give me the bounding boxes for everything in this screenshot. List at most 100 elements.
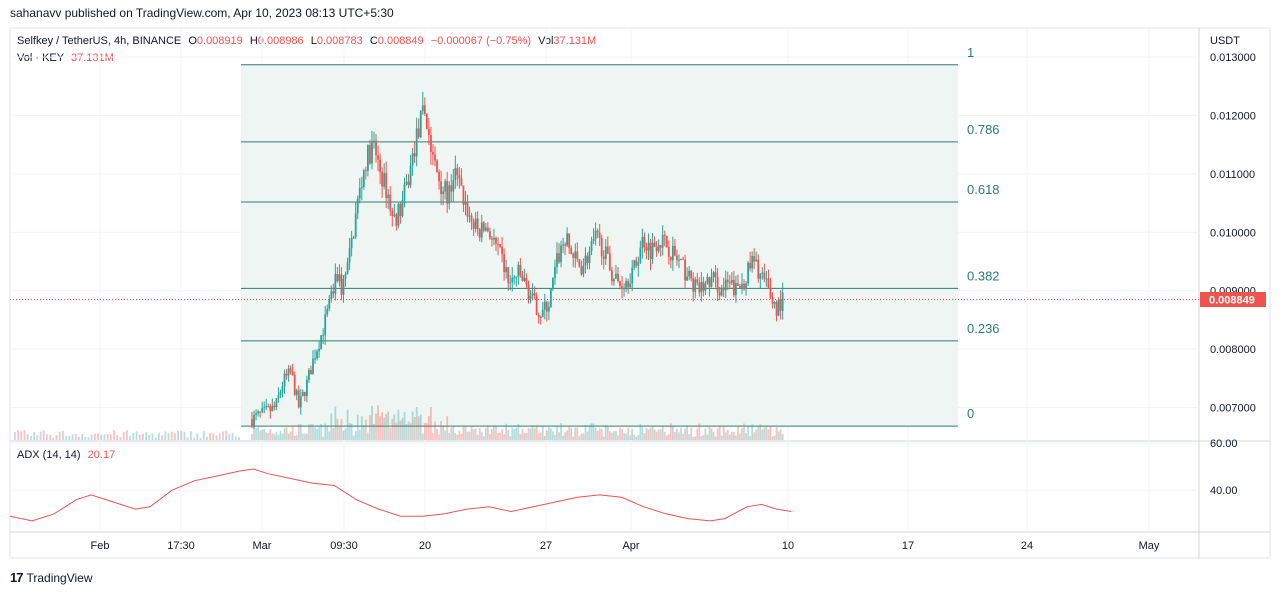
volume-bar xyxy=(100,434,103,440)
candle-body xyxy=(627,281,630,288)
candle-body xyxy=(438,171,440,182)
volume-bar xyxy=(486,425,489,440)
volume-bar xyxy=(183,431,186,440)
volume-bar xyxy=(606,426,609,440)
candle-body xyxy=(682,258,684,260)
volume-bar xyxy=(90,434,93,440)
volume-bar xyxy=(531,425,534,440)
candle-body xyxy=(344,273,347,279)
candle-body xyxy=(397,203,400,226)
volume-bar xyxy=(434,421,436,440)
candle-body xyxy=(716,277,719,293)
volume-bar xyxy=(421,433,424,440)
candle-body xyxy=(385,173,388,199)
adx-legend[interactable]: ADX (14, 14) 20.17 xyxy=(17,449,115,461)
candle-body xyxy=(407,181,410,186)
volume-bar xyxy=(735,435,737,440)
candle-body xyxy=(590,241,593,252)
volume-bar xyxy=(170,431,173,440)
volume-indicator-name[interactable]: Vol · KEY xyxy=(17,52,64,64)
volume-bar xyxy=(649,427,652,440)
candle-body xyxy=(261,408,264,413)
volume-bar xyxy=(71,434,74,440)
candle-body xyxy=(509,282,512,284)
volume-bar xyxy=(667,434,670,440)
adx-axis[interactable]: 60.00 40.00 xyxy=(10,438,1238,497)
candle-body xyxy=(360,187,363,189)
volume-bar xyxy=(773,435,776,440)
volume-bar xyxy=(480,432,483,440)
candle-body xyxy=(686,276,689,281)
candle-body xyxy=(594,230,597,239)
volume-bar xyxy=(462,425,465,440)
candle-body xyxy=(610,270,613,282)
candle-body xyxy=(316,351,318,359)
candle-body xyxy=(326,308,329,315)
candle-body xyxy=(513,277,516,279)
candle-body xyxy=(480,222,483,238)
volume-bar xyxy=(669,423,672,440)
volume-bar xyxy=(641,427,644,440)
time-axis[interactable]: Feb 17:30 Mar 09:30 20 27 Apr 10 17 24 May xyxy=(91,540,1160,552)
price-axis[interactable]: 0.0130000.0120000.0110000.0100000.009000… xyxy=(1210,52,1256,414)
candle-body xyxy=(373,140,375,142)
candle-body xyxy=(732,279,735,296)
volume-bar xyxy=(497,432,499,440)
volume-bar xyxy=(33,432,35,440)
volume-bar xyxy=(401,418,404,440)
volume-bar xyxy=(674,431,676,440)
candle-body xyxy=(710,277,713,287)
volume-bar xyxy=(346,409,349,440)
fibonacci-retracement[interactable]: 1 0.786 0.618 0.382 0.236 0 xyxy=(241,45,1000,427)
volume-bar xyxy=(419,414,422,440)
volume-bar xyxy=(215,435,218,440)
volume-bar xyxy=(610,432,613,440)
volume-bar xyxy=(517,423,520,440)
symbol-name[interactable]: Selfkey / TetherUS, 4h, BINANCE xyxy=(17,35,182,47)
candle-body xyxy=(584,255,587,266)
candle-body xyxy=(495,237,497,244)
candle-body xyxy=(491,238,493,240)
volume-bar xyxy=(682,433,684,440)
time-tick-label: May xyxy=(1139,540,1160,552)
currency-label: USDT xyxy=(1210,35,1240,47)
symbol-legend[interactable]: Selfkey / TetherUS, 4h, BINANCE O0.00891… xyxy=(17,35,596,47)
volume-bar xyxy=(310,424,312,440)
volume-bar xyxy=(423,422,426,440)
footer-brand[interactable]: 17 TradingView xyxy=(10,570,93,585)
volume-bar xyxy=(354,431,357,440)
candle-body xyxy=(706,277,709,284)
candle-body xyxy=(322,334,325,336)
volume-bar xyxy=(629,435,632,440)
candle-body xyxy=(505,267,508,273)
candle-body xyxy=(743,283,745,289)
fib-level-label: 0.382 xyxy=(967,268,1000,283)
volume-bar xyxy=(438,434,440,440)
volume-bar xyxy=(348,423,351,440)
volume-bar xyxy=(177,430,179,440)
candle-body xyxy=(730,279,733,283)
volume-bar xyxy=(222,431,224,440)
volume-bar xyxy=(55,435,58,440)
candle-body xyxy=(692,278,695,292)
volume-bar xyxy=(142,434,144,440)
volume-bar xyxy=(234,436,237,440)
volume-bar xyxy=(777,431,780,440)
volume-bar xyxy=(360,416,363,440)
volume-bar xyxy=(765,425,768,440)
volume-bar xyxy=(505,423,508,440)
candle-body xyxy=(415,128,418,157)
candle-body xyxy=(619,281,621,287)
volume-indicator-legend[interactable]: Vol · KEY 37.131M xyxy=(17,52,114,64)
volume-bar xyxy=(482,436,485,440)
price-tick-label: 0.008000 xyxy=(1210,344,1256,356)
adx-name[interactable]: ADX (14, 14) xyxy=(17,449,81,461)
volume-bar xyxy=(285,427,288,440)
volume-bar xyxy=(225,430,227,440)
volume-bar xyxy=(432,433,434,440)
last-price-tag[interactable]: 0.008849 xyxy=(1200,292,1266,308)
volume-bar xyxy=(326,426,329,440)
candle-body xyxy=(308,370,310,380)
volume-bar xyxy=(103,434,106,440)
